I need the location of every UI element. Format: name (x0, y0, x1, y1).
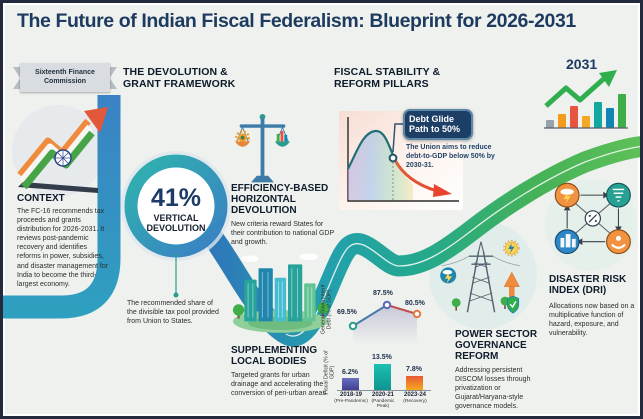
horizontal-devolution-heading: EFFICIENCY-BASED HORIZONTAL DEVOLUTION (231, 183, 329, 217)
local-bodies-body: Targeted grants for urban drainage and a… (231, 372, 328, 398)
transmission-tower-icon (440, 239, 521, 314)
disaster-heading: DISASTER RISK INDEX (DRI) (549, 274, 627, 297)
power-heading: POWER SECTOR GOVERNANCE REFORM (455, 329, 538, 363)
growth-bar-chart-icon (544, 70, 628, 129)
devolution-heading: THE DEVOLUTION & GRANT FRAMEWORK (123, 66, 236, 90)
city-skyline-icon (232, 253, 329, 333)
fiscal-heading: FISCAL STABILITY & REFORM PILLARS (334, 66, 441, 90)
x-label-year: 2018-19 (339, 392, 363, 398)
x-label-phase: (Recovery) (403, 398, 427, 404)
x-label-2020-21: 2020-21 (Pandemic Peak) (365, 392, 401, 409)
disaster-body: Allocations now based on a multiplicativ… (549, 303, 635, 338)
debt-point-label-1: 69.5% (337, 309, 357, 316)
debt-glide-badge: Debt Glide Path to 50% (403, 109, 473, 140)
balance-scale-icon (234, 113, 291, 183)
debt-point-label-3: 80.5% (405, 300, 425, 307)
x-label-year: 2023-24 (403, 392, 427, 398)
debt-glide-note: The Union aims to reduce debt-to-GDP bel… (406, 144, 495, 170)
vertical-devolution-note: The recommended share of the divisible t… (127, 300, 219, 326)
fiscal-deficit-bar-chart (337, 364, 431, 391)
dri-cycle-icon (554, 182, 631, 255)
x-label-phase: (Pre-Pandemic) (334, 398, 368, 404)
power-body: Addressing persistent DISCOM losses thro… (455, 367, 531, 411)
vertical-devolution-ring (121, 151, 231, 298)
artwork-layer (3, 70, 640, 391)
x-label-year: 2020-21 (371, 392, 395, 398)
debt-line-chart (348, 300, 422, 344)
vertical-devolution-value: 41% (150, 184, 202, 212)
page-title: The Future of Indian Fiscal Federalism: … (17, 10, 576, 32)
x-label-2018-19: 2018-19 (Pre-Pandemic) (333, 392, 369, 404)
debt-point-label-2: 87.5% (373, 290, 393, 297)
deficit-bar-label-1: 6.2% (342, 369, 358, 376)
x-label-2023-24: 2023-24 (Recovery) (397, 392, 433, 404)
context-heading: CONTEXT (17, 193, 65, 204)
vertical-devolution-label: VERTICAL DEVOLUTION (146, 213, 206, 234)
horizontal-devolution-body: New criteria reward States for their con… (231, 221, 334, 247)
x-label-phase: (Pandemic Peak) (371, 398, 395, 409)
local-bodies-heading: SUPPLEMENTING LOCAL BODIES (231, 345, 318, 368)
finance-commission-banner: Sixteenth Finance Commission (20, 63, 110, 92)
debt-chart-ylabel: General Government Debt (% of GDP) (320, 284, 333, 335)
deficit-bar-label-3: 7.8% (406, 366, 422, 373)
deficit-bar-label-2: 13.5% (372, 354, 392, 361)
milestone-year: 2031 (566, 56, 598, 72)
india-growth-arrow-icon (17, 107, 108, 193)
vertical-devolution-stat: 41% VERTICAL DEVOLUTION (128, 186, 224, 234)
context-body: The FC-16 recommends tax proceeds and gr… (17, 208, 109, 288)
